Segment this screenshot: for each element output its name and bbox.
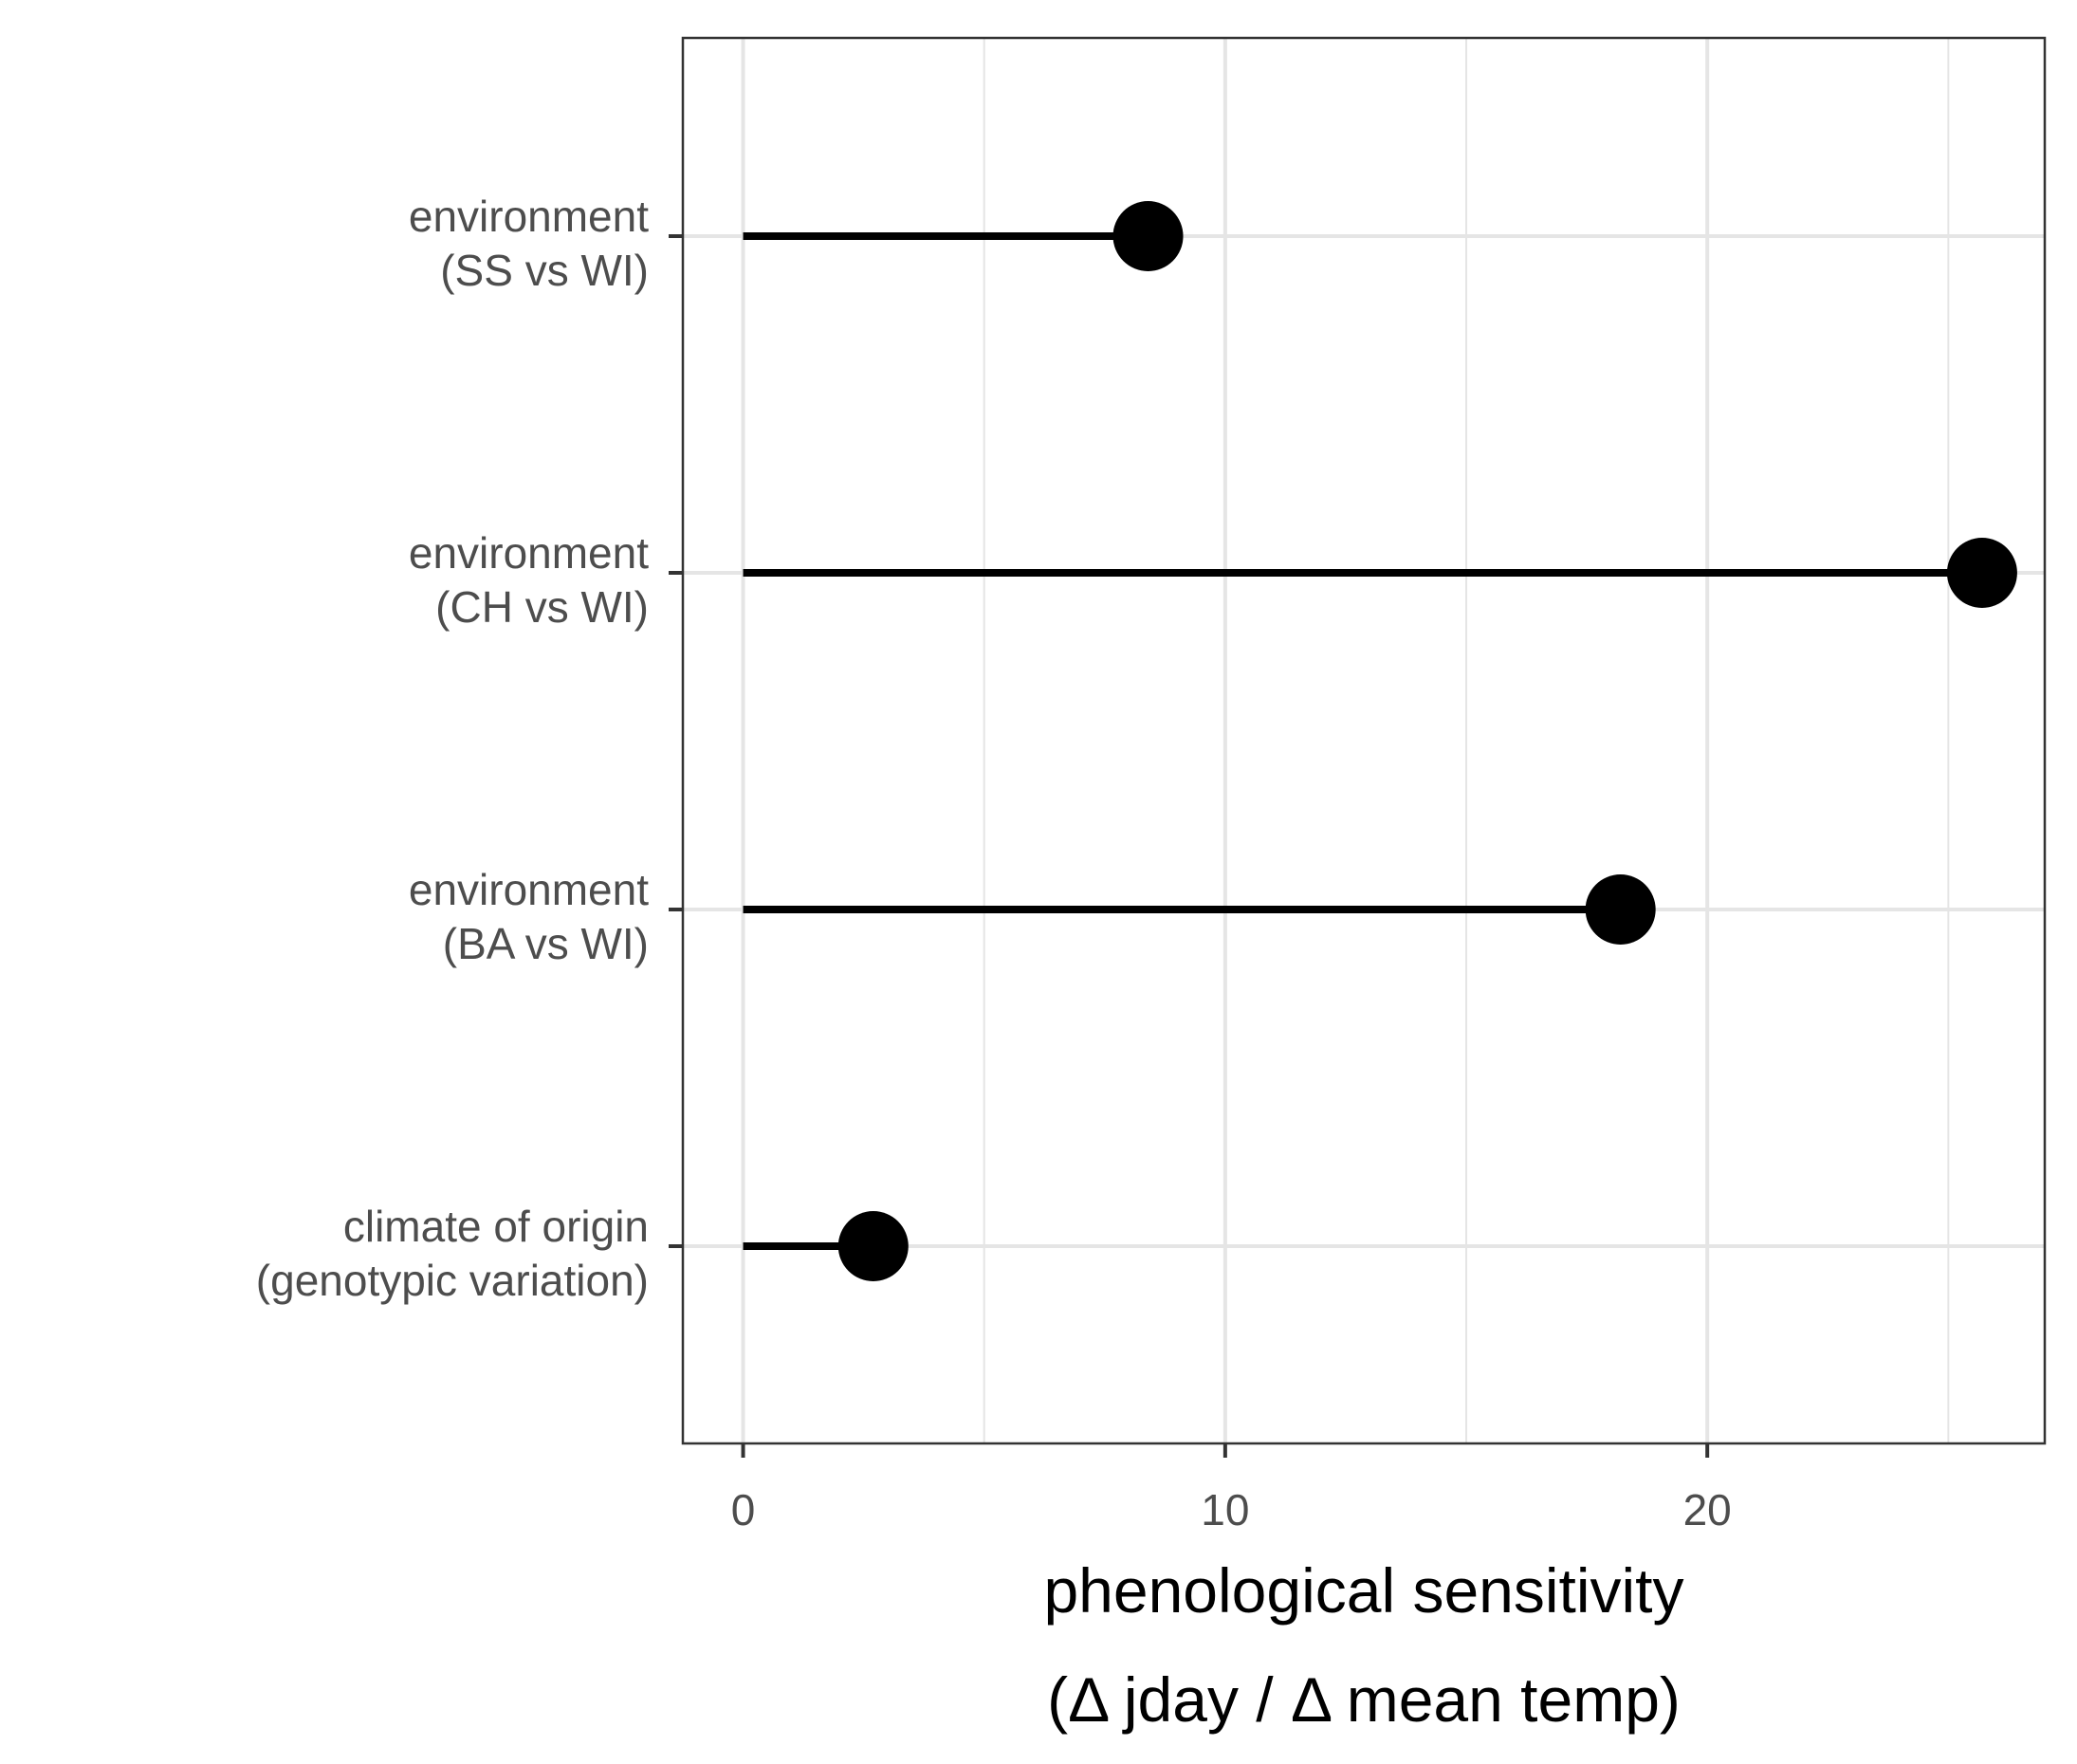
- x-axis-title-line: (Δ jday / Δ mean temp): [1047, 1664, 1681, 1735]
- x-axis-title-line: phenological sensitivity: [1043, 1555, 1683, 1626]
- y-tick-label: climate of origin (genotypic variation): [256, 1202, 649, 1305]
- marks-layer: [743, 201, 2017, 1281]
- x-tick-label: 0: [731, 1485, 756, 1534]
- lollipop-point: [1946, 538, 2017, 608]
- y-tick-label-line: environment: [409, 528, 649, 578]
- y-tick-label-line: (SS vs WI): [440, 246, 649, 295]
- axis-layer: environment (SS vs WI)environment (CH vs W…: [256, 192, 1732, 1534]
- lollipop-point: [1585, 874, 1656, 945]
- y-tick-label-line: environment: [409, 865, 649, 914]
- panel-border: [681, 36, 2047, 1445]
- lollipop-point: [837, 1211, 909, 1281]
- x-tick-label: 20: [1683, 1485, 1732, 1534]
- y-tick-label-line: (CH vs WI): [435, 582, 649, 632]
- lollipop-point: [1112, 201, 1184, 271]
- y-tick-label-line: environment: [409, 192, 649, 241]
- y-tick-label-line: (BA vs WI): [443, 919, 649, 968]
- y-tick-label: environment (BA vs WI): [409, 865, 649, 968]
- y-tick-label: environment (SS vs WI): [409, 192, 649, 295]
- x-tick-label: 10: [1201, 1485, 1249, 1534]
- y-tick-label: environment (CH vs WI): [409, 528, 649, 632]
- y-tick-label-line: (genotypic variation): [256, 1256, 649, 1305]
- y-tick-label-line: climate of origin: [343, 1202, 649, 1251]
- x-axis-title: phenological sensitivity (Δ jday / Δ mean…: [1043, 1555, 1683, 1735]
